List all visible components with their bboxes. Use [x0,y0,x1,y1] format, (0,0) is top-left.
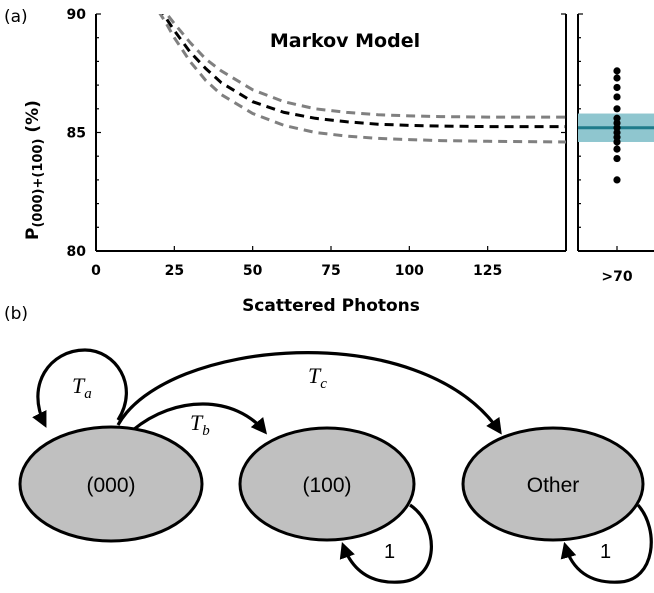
side-series-group [578,67,654,184]
x-axis-label: Scattered Photons [242,296,420,316]
x-tick-label: 125 [473,263,502,279]
x-tick-label: 100 [395,263,424,279]
node-000-label: (000) [86,474,135,497]
edge-label-ta: Ta [72,373,92,402]
x-tick-label: 25 [165,263,184,279]
panel-a-label: (a) [4,7,28,27]
y-axis-label-subscript: (000)+(100) [31,139,46,228]
x-tick-label: 50 [243,263,263,279]
x-tick-label: 0 [91,263,101,279]
y-axis-label-unit: (%) [23,100,43,139]
edge-label-ta-symbol: T [72,373,86,398]
y-tick-label: 80 [67,244,87,260]
node-other [461,426,645,542]
edge-tc [116,351,502,435]
edge-label-tb-symbol: T [190,410,204,435]
node-100-label: (100) [302,474,351,497]
edge-label-tb-subscript: b [202,423,210,439]
series-line-1 [164,14,566,119]
data-point [613,74,621,82]
node-other-label: Other [527,474,580,497]
edge-label-tb: Tb [190,410,210,439]
side-plot: >70 [577,13,654,285]
edge-label-tc: Tc [308,363,327,392]
main-plot: 0 25 50 75 100 125 80 85 90 Markov Model [67,7,567,279]
edge-ta-self-loop [32,348,128,428]
data-point [613,105,621,113]
main-ticks: 0 25 50 75 100 125 80 85 90 [67,7,566,279]
data-point [613,93,621,101]
edge-label-other-loop: 1 [600,541,611,563]
y-tick-label: 85 [67,126,86,142]
data-point [613,67,621,75]
data-point [613,138,621,146]
edge-tb [131,402,268,435]
edge-other-self-loop [560,503,653,584]
main-series-group [158,14,566,144]
y-axis-label: P(000)+(100) (%) [23,100,46,240]
node-000 [18,425,204,543]
series-line-2 [158,14,566,144]
y-tick-label: 90 [67,7,87,23]
x-tick-label: 75 [321,263,340,279]
y-axis-label-main: P [23,228,43,240]
data-point [613,145,621,153]
series-line-0 [161,14,566,129]
edge-label-ta-subscript: a [84,386,92,402]
edge-100-self-loop [339,503,433,584]
edge-label-100-loop: 1 [384,541,395,563]
data-point [613,154,621,163]
side-x-tick-label: >70 [601,269,632,285]
panel-b-label: (b) [4,304,28,324]
data-point [613,176,621,184]
node-100 [238,426,416,542]
edge-label-tc-symbol: T [308,363,322,388]
data-point [613,83,621,92]
chart-title: Markov Model [270,30,420,52]
edge-label-tc-subscript: c [320,376,327,392]
